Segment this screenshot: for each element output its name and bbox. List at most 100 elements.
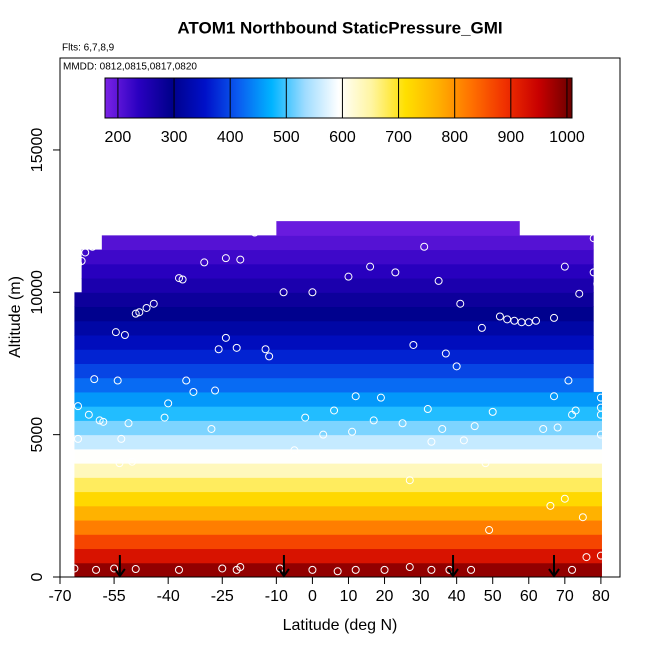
arrow-head <box>548 568 560 578</box>
heat-band <box>74 520 602 535</box>
data-point <box>301 413 310 422</box>
data-point <box>174 565 183 574</box>
data-point <box>477 323 486 332</box>
data-point <box>164 399 173 408</box>
heat-band <box>81 249 594 265</box>
data-point <box>564 376 573 385</box>
data-point <box>456 299 465 308</box>
heat-band <box>74 505 602 521</box>
data-point <box>550 392 559 401</box>
data-point <box>366 262 375 271</box>
annotation: MMDD: 0812,0815,0817,0820 <box>63 62 197 73</box>
heat-band <box>74 292 594 308</box>
colorbar-tick-label: 400 <box>217 129 244 146</box>
flight-marker <box>548 555 560 578</box>
y-axis-label: Altitude (m) <box>7 276 24 358</box>
colorbar-tick-label: 500 <box>273 129 300 146</box>
data-point <box>149 299 158 308</box>
x-axis-label: Latitude (deg N) <box>283 617 398 634</box>
data-point <box>279 288 288 297</box>
data-point <box>182 376 191 385</box>
data-point <box>578 513 587 522</box>
flight-marker <box>114 555 126 578</box>
data-point <box>452 362 461 371</box>
data-point <box>207 424 216 433</box>
heat-band <box>81 263 594 279</box>
heat-band <box>74 306 594 322</box>
data-point <box>459 436 468 445</box>
x-tick-label: 60 <box>520 588 538 605</box>
data-point <box>232 343 241 352</box>
data-point <box>142 303 151 312</box>
heat-band <box>74 448 602 464</box>
data-point <box>351 565 360 574</box>
x-tick-label: 30 <box>412 588 430 605</box>
data-point <box>330 406 339 415</box>
data-point <box>391 268 400 277</box>
data-point <box>409 340 418 349</box>
colorbar-tick-label: 700 <box>385 129 412 146</box>
x-tick-label: -25 <box>211 588 234 605</box>
data-point <box>72 282 81 291</box>
data-point <box>174 274 183 283</box>
data-point <box>221 254 230 263</box>
colorbar <box>104 77 573 119</box>
data-point <box>178 275 187 284</box>
data-point <box>221 333 230 342</box>
data-point <box>575 289 584 298</box>
heat-band <box>74 420 602 436</box>
x-tick-label: 40 <box>448 588 466 605</box>
heat-band <box>74 363 594 379</box>
data-point <box>261 345 270 354</box>
data-point <box>427 565 436 574</box>
data-point <box>596 551 605 560</box>
data-point <box>560 262 569 271</box>
chart-title: ATOM1 Northbound StaticPressure_GMI <box>177 18 502 37</box>
data-point <box>120 331 129 340</box>
data-point <box>553 423 562 432</box>
heat-band <box>74 335 594 350</box>
arrow-head <box>278 568 290 578</box>
data-point <box>351 392 360 401</box>
heat-band <box>74 377 594 393</box>
x-tick-label: 0 <box>308 588 317 605</box>
data-point <box>131 309 140 318</box>
y-tick-label: 5000 <box>29 417 46 453</box>
heat-band <box>74 406 602 421</box>
arrow-head <box>114 568 126 578</box>
data-point <box>405 476 414 485</box>
data-point <box>405 563 414 572</box>
data-point <box>124 419 133 428</box>
colorbar-tick-label: 900 <box>497 129 524 146</box>
flight-marker <box>278 555 290 578</box>
heat-band <box>74 491 602 507</box>
heat-band <box>101 235 594 251</box>
heat-band <box>74 434 602 450</box>
data-point <box>117 434 126 443</box>
data-point <box>250 228 259 237</box>
data-point <box>423 405 432 414</box>
subtitle: Flts: 6,7,8,9 <box>62 43 115 54</box>
data-point <box>546 501 555 510</box>
x-tick-label: -55 <box>103 588 126 605</box>
data-point <box>95 416 104 425</box>
data-point <box>160 413 169 422</box>
data-point <box>115 459 124 468</box>
data-point <box>467 565 476 574</box>
data-point <box>438 424 447 433</box>
data-point <box>131 565 140 574</box>
data-point <box>441 349 450 358</box>
x-tick-label: 70 <box>556 588 574 605</box>
heat-band <box>276 221 520 236</box>
data-point <box>593 279 602 288</box>
data-point <box>236 563 245 572</box>
data-point <box>218 564 227 573</box>
data-point <box>113 376 122 385</box>
data-point <box>596 393 605 402</box>
x-tick-label: 50 <box>484 588 502 605</box>
data-point <box>135 308 144 317</box>
data-point <box>236 255 245 264</box>
data-point <box>427 437 436 446</box>
data-point <box>128 457 137 466</box>
data-point <box>369 416 378 425</box>
